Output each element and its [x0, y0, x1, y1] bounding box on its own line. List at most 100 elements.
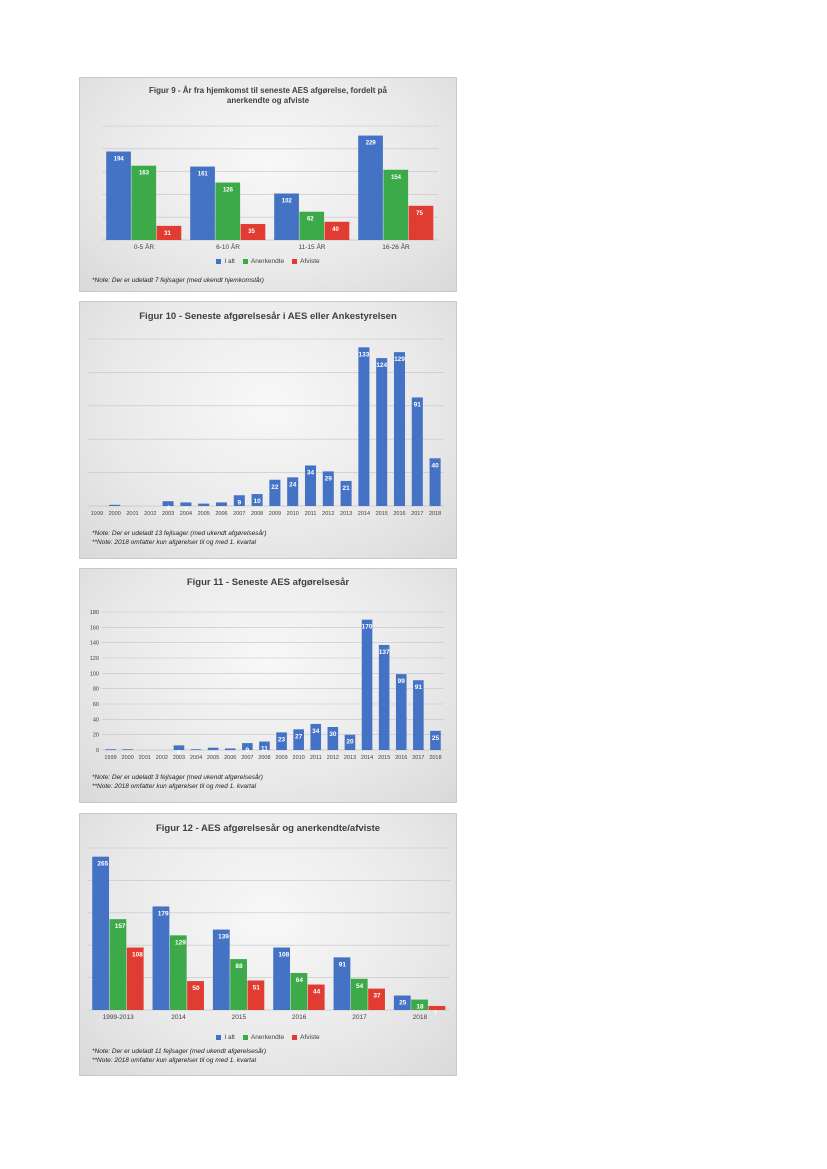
x-tick-label: 2017: [412, 755, 424, 761]
x-tick-label: 2018: [429, 511, 441, 517]
x-tick-label: 2007: [233, 511, 245, 517]
bar: [358, 347, 370, 506]
figure-10-panel: Figur 10 - Seneste afgørelsesår i AES el…: [79, 301, 457, 559]
data-label: 102: [282, 198, 293, 204]
legend-item: Anerkendte: [242, 1034, 284, 1041]
data-label: 4: [166, 505, 170, 512]
bar: [224, 748, 236, 750]
y-tick-label: 20: [93, 733, 99, 739]
x-tick-label: 2016: [395, 755, 407, 761]
bar: [273, 947, 291, 1010]
footnote: **Note: 2018 omfatter kun afgørelser til…: [92, 538, 257, 546]
x-tick-label: 2013: [344, 755, 356, 761]
bar: [212, 929, 230, 1010]
data-label: 108: [132, 952, 143, 959]
x-tick-label: 2002: [156, 755, 168, 761]
x-tick-label: 2005: [198, 511, 210, 517]
bar: [198, 503, 210, 506]
data-label: 31: [164, 231, 171, 237]
x-tick-label: 2014: [358, 511, 370, 517]
x-tick-label: 2001: [139, 755, 151, 761]
legend-swatch: [292, 1034, 298, 1040]
data-label: 51: [253, 984, 261, 991]
data-label: 129: [175, 939, 186, 946]
chart-title: Figur 10 - Seneste afgørelsesår i AES el…: [139, 311, 397, 322]
data-label: 10: [253, 498, 261, 505]
x-tick-label: 2000: [109, 511, 121, 517]
data-label: 0: [131, 510, 135, 517]
x-tick-label: 2018: [413, 1014, 428, 1021]
x-tick-label: 2006: [215, 511, 227, 517]
data-label: 25: [399, 1000, 407, 1007]
bar: [411, 999, 428, 1010]
x-tick-label: 2004: [180, 511, 192, 517]
figure-12-panel: Figur 12 - AES afgørelsesår og anerkendt…: [79, 813, 457, 1076]
bar: [152, 906, 170, 1010]
data-label: 1: [109, 753, 113, 760]
bar: [324, 221, 350, 240]
bar: [307, 984, 325, 1010]
x-tick-label: 2015: [376, 511, 388, 517]
bar: [310, 723, 322, 750]
data-label: 7: [434, 1010, 438, 1017]
x-tick-label: 2012: [322, 511, 334, 517]
data-label: 170: [362, 624, 373, 631]
data-label: 23: [278, 736, 286, 743]
legend-swatch: [292, 258, 298, 264]
legend-item: I alt: [216, 1034, 235, 1041]
bar: [207, 747, 219, 750]
bar: [180, 502, 192, 506]
data-label: 30: [329, 731, 337, 738]
bar: [187, 981, 204, 1010]
figure-9-panel: Figur 9 - År fra hjemkomst til seneste A…: [79, 77, 457, 292]
data-label: 163: [139, 171, 150, 177]
bar: [215, 502, 228, 506]
x-tick-label: 0-5 ÅR: [134, 242, 155, 251]
bar: [169, 935, 187, 1010]
bar: [383, 169, 409, 240]
data-label: 2: [228, 752, 232, 759]
bar: [230, 959, 247, 1010]
data-label: 9: [237, 499, 241, 506]
x-tick-label: 2013: [340, 511, 352, 517]
bar: [340, 480, 352, 506]
y-tick-label: 100: [90, 671, 99, 677]
legend-label: I alt: [224, 258, 235, 265]
x-tick-label: 2007: [241, 755, 253, 761]
bar: [106, 151, 131, 240]
footnote: *Note: Der er udeladt 7 fejlsager (med u…: [92, 277, 264, 284]
x-tick-label: 1999: [91, 511, 103, 517]
legend-item: Afviste: [292, 258, 320, 265]
bar: [269, 479, 281, 506]
x-tick-label: 2017: [352, 1014, 367, 1021]
bar: [428, 1005, 446, 1010]
bar: [276, 732, 287, 750]
data-label: 265: [97, 861, 108, 868]
bar: [233, 495, 245, 506]
bar: [105, 749, 116, 750]
footnotes: *Note: Der er udeladt 7 fejlsager (med u…: [92, 277, 264, 286]
bar: [368, 988, 385, 1010]
chart-title: Figur 9 - År fra hjemkomst til seneste A…: [149, 86, 387, 105]
figure-9-plot: 194 163 31 0-5 ÅR 161 126 35 6-10 ÅR 102 62 40 11-1…: [102, 125, 438, 251]
bar: [109, 919, 127, 1010]
data-label: 91: [414, 401, 422, 408]
footnotes: *Note: Der er udeladt 11 fejlsager (med …: [92, 1048, 266, 1066]
data-label: 129: [394, 356, 405, 363]
footnote: *Note: Der er udeladt 3 fejlsager (med u…: [92, 774, 263, 781]
data-label: 1: [194, 753, 198, 760]
data-label: 22: [271, 484, 279, 491]
x-tick-label: 2005: [207, 755, 219, 761]
data-label: 0: [148, 510, 152, 517]
data-label: 2: [202, 508, 206, 515]
x-tick-label: 2010: [287, 511, 299, 517]
x-tick-label: 16-26 ÅR: [382, 242, 410, 251]
x-tick-label: 2011: [310, 755, 322, 761]
bar: [299, 211, 325, 240]
x-tick-label: 2016: [292, 1014, 307, 1021]
footnote: **Note: 2018 omfatter kun afgørelser til…: [92, 1056, 257, 1064]
x-tick-label: 1999: [104, 755, 116, 761]
data-label: 29: [325, 475, 333, 482]
x-tick-label: 2011: [305, 511, 317, 517]
bar: [247, 980, 265, 1010]
